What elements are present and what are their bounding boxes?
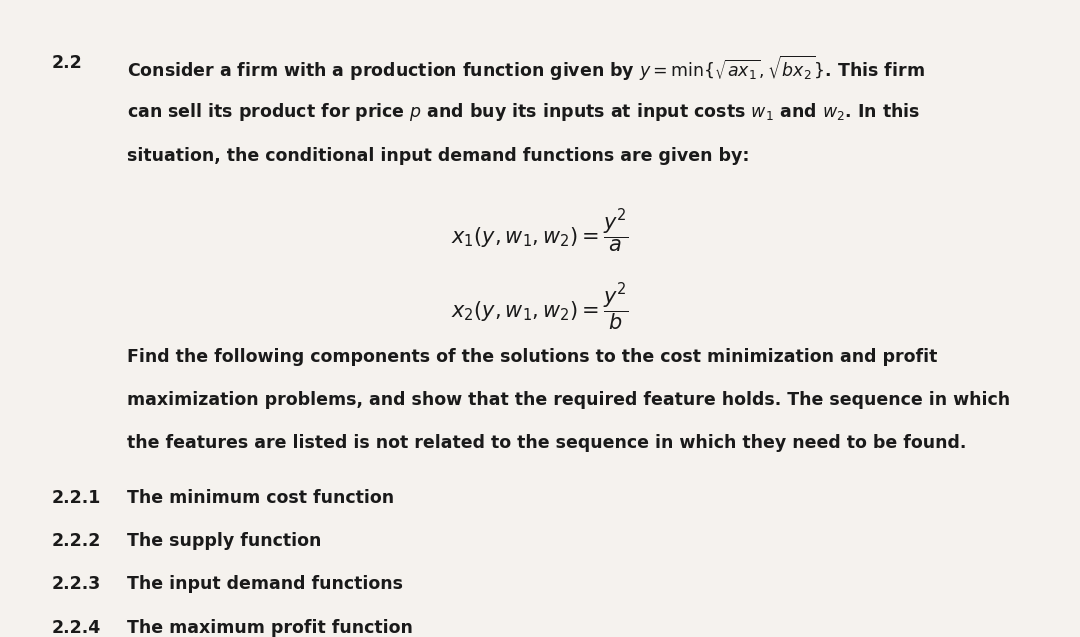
Text: maximization problems, and show that the required feature holds. The sequence in: maximization problems, and show that the…	[127, 391, 1011, 409]
Text: Find the following components of the solutions to the cost minimization and prof: Find the following components of the sol…	[127, 348, 937, 366]
Text: The input demand functions: The input demand functions	[127, 575, 404, 593]
Text: 2.2.2: 2.2.2	[52, 532, 102, 550]
Text: 2.2.1: 2.2.1	[52, 489, 102, 506]
Text: $x_2(y, w_1, w_2) = \dfrac{y^2}{b}$: $x_2(y, w_1, w_2) = \dfrac{y^2}{b}$	[451, 281, 629, 333]
Text: The supply function: The supply function	[127, 532, 322, 550]
Text: the features are listed is not related to the sequence in which they need to be : the features are listed is not related t…	[127, 434, 967, 452]
Text: The maximum profit function: The maximum profit function	[127, 619, 414, 636]
Text: can sell its product for price $p$ and buy its inputs at input costs $w_1$ and $: can sell its product for price $p$ and b…	[127, 101, 920, 123]
Text: situation, the conditional input demand functions are given by:: situation, the conditional input demand …	[127, 147, 750, 165]
Text: Consider a firm with a production function given by $y = \min\{\sqrt{ax_1}, \sqr: Consider a firm with a production functi…	[127, 54, 926, 83]
Text: $x_1(y, w_1, w_2) = \dfrac{y^2}{a}$: $x_1(y, w_1, w_2) = \dfrac{y^2}{a}$	[451, 208, 629, 255]
Text: The minimum cost function: The minimum cost function	[127, 489, 394, 506]
Text: 2.2.4: 2.2.4	[52, 619, 102, 636]
Text: 2.2.3: 2.2.3	[52, 575, 102, 593]
Text: 2.2: 2.2	[52, 54, 82, 72]
